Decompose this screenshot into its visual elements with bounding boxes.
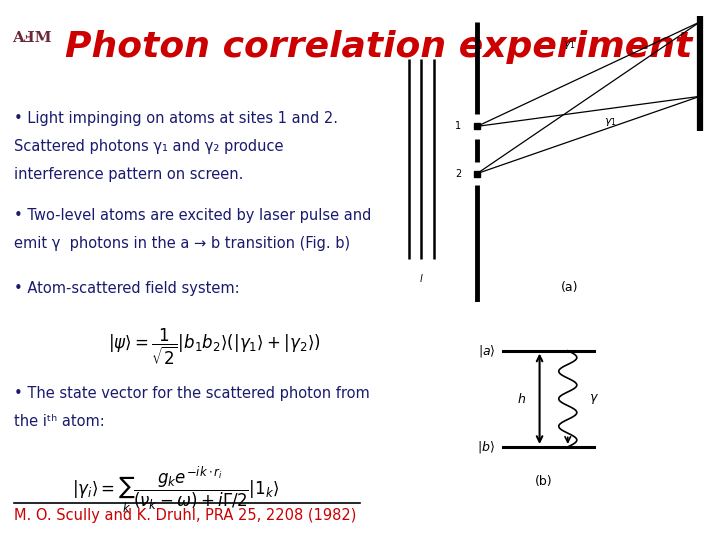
- Text: (a): (a): [561, 281, 579, 294]
- Text: 2: 2: [455, 168, 462, 179]
- Text: $\gamma_1$: $\gamma_1$: [564, 38, 576, 51]
- Text: • Atom-scattered field system:: • Atom-scattered field system:: [14, 281, 240, 296]
- Text: l: l: [420, 274, 423, 284]
- Text: $h$: $h$: [517, 392, 526, 406]
- Text: $|b\rangle$: $|b\rangle$: [477, 439, 495, 455]
- Text: • Light impinging on atoms at sites 1 and 2.: • Light impinging on atoms at sites 1 an…: [14, 111, 338, 126]
- Text: • The state vector for the scattered photon from: • The state vector for the scattered pho…: [14, 386, 370, 401]
- Text: (b): (b): [535, 475, 552, 488]
- Text: emit γ  photons in the a → b transition (Fig. b): emit γ photons in the a → b transition (…: [14, 236, 351, 251]
- Text: interference pattern on screen.: interference pattern on screen.: [14, 167, 244, 182]
- Text: • Two-level atoms are excited by laser pulse and: • Two-level atoms are excited by laser p…: [14, 208, 372, 223]
- Text: Photon correlation experiment: Photon correlation experiment: [65, 30, 692, 64]
- Text: $\gamma$: $\gamma$: [589, 392, 599, 406]
- Text: $|\psi\rangle = \dfrac{1}{\sqrt{2}}|b_1 b_2\rangle(|\gamma_1\rangle+|\gamma_2\ra: $|\psi\rangle = \dfrac{1}{\sqrt{2}}|b_1 …: [108, 327, 320, 367]
- Text: $|\gamma_i\rangle = \sum_k \dfrac{g_k e^{-ik \cdot r_i}}{(\nu_k-\omega)+i\Gamma/: $|\gamma_i\rangle = \sum_k \dfrac{g_k e^…: [72, 464, 279, 515]
- Text: $|a\rangle$: $|a\rangle$: [477, 343, 495, 359]
- Text: $\gamma_1$: $\gamma_1$: [603, 116, 616, 128]
- Text: 1: 1: [455, 122, 462, 131]
- Text: M. O. Scully and K. Druhl, PRA 25, 2208 (1982): M. O. Scully and K. Druhl, PRA 25, 2208 …: [14, 508, 357, 523]
- Text: the iᵗʰ atom:: the iᵗʰ atom:: [14, 414, 105, 429]
- Text: AℲM: AℲM: [12, 31, 53, 45]
- Text: Scattered photons γ₁ and γ₂ produce: Scattered photons γ₁ and γ₂ produce: [14, 139, 284, 154]
